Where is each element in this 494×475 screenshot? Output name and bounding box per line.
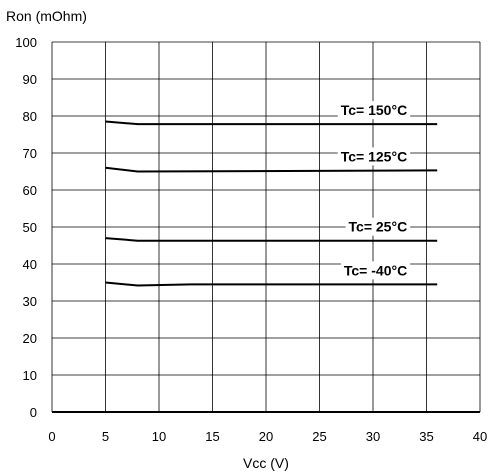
series-labels: Tc= 150°C Tc= 125°C Tc= 25°C Tc= -40°C [337, 101, 411, 280]
y-tick-label: 50 [23, 220, 37, 235]
series-label-background [340, 261, 411, 280]
y-tick-label: 90 [23, 72, 37, 87]
tick-labels: 0 5 10 15 20 25 30 35 40 0 10 20 30 40 50 60 70 80 90 100 [15, 35, 487, 444]
y-tick-label: 20 [23, 331, 37, 346]
y-tick-label: 40 [23, 257, 37, 272]
y-tick-label: 0 [30, 405, 37, 420]
series-line [105, 237, 438, 242]
series-lines [105, 120, 438, 287]
series-label-background [345, 217, 411, 236]
series-label-background [337, 147, 411, 166]
x-tick-label: 20 [259, 429, 273, 444]
series-label: Tc= 150°C [341, 102, 407, 118]
series-label: Tc= 125°C [341, 148, 407, 164]
x-tick-label: 30 [366, 429, 380, 444]
y-tick-label: 70 [23, 146, 37, 161]
series-label: Tc= -40°C [344, 262, 407, 278]
series-label: Tc= 25°C [349, 219, 408, 235]
x-tick-label: 5 [102, 429, 109, 444]
x-tick-label: 0 [48, 429, 55, 444]
x-tick-label: 40 [473, 429, 487, 444]
x-tick-label: 25 [312, 429, 326, 444]
y-tick-label: 100 [15, 35, 37, 50]
series-label-background [337, 101, 411, 120]
y-axis-title: Ron (mOhm) [6, 8, 87, 24]
y-tick-label: 60 [23, 183, 37, 198]
y-tick-label: 30 [23, 294, 37, 309]
series-line [105, 166, 438, 173]
x-axis-title: Vcc (V) [243, 455, 289, 471]
grid [51, 41, 481, 413]
x-tick-label: 35 [419, 429, 433, 444]
x-tick-label: 10 [152, 429, 166, 444]
y-tick-label: 80 [23, 109, 37, 124]
y-tick-label: 10 [23, 368, 37, 383]
x-tick-label: 15 [205, 429, 219, 444]
series-line [105, 120, 438, 126]
series-line [105, 281, 438, 287]
